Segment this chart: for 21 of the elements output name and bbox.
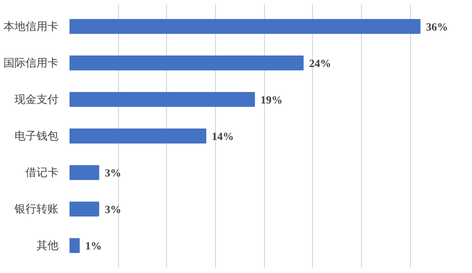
- data-label: 19%: [260, 94, 282, 106]
- y-tick-label: 借记卡: [26, 166, 58, 180]
- data-label: 3%: [104, 204, 122, 216]
- data-label: 24%: [309, 58, 332, 70]
- y-tick-label: 其他: [36, 239, 58, 252]
- y-tick-label: 电子钱包: [14, 130, 58, 142]
- data-label: 1%: [85, 240, 102, 253]
- bar: [70, 128, 206, 144]
- bar: [70, 238, 80, 254]
- bar: [70, 202, 100, 216]
- bar: [70, 18, 420, 34]
- data-label: 3%: [104, 168, 122, 180]
- bar: [70, 56, 304, 70]
- data-label: 14%: [212, 131, 234, 143]
- data-label: 36%: [426, 21, 448, 34]
- y-tick-label: 银行转账: [14, 202, 58, 216]
- bar: [70, 165, 100, 180]
- y-tick-label: 国际信用卡: [4, 56, 58, 70]
- bar: [70, 92, 255, 107]
- y-tick-label: 现金支付: [14, 92, 58, 106]
- y-tick-label: 本地信用卡: [4, 20, 58, 33]
